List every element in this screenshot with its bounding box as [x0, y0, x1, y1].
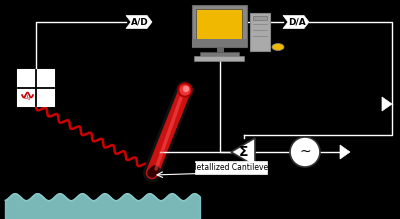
Bar	[18, 70, 54, 106]
Polygon shape	[382, 97, 392, 111]
Bar	[200, 52, 239, 56]
Circle shape	[290, 137, 320, 167]
Text: Σ: Σ	[239, 145, 249, 159]
Text: D/A: D/A	[288, 18, 306, 26]
Bar	[250, 13, 270, 51]
Bar	[192, 5, 247, 47]
Bar	[195, 161, 267, 173]
Polygon shape	[340, 145, 350, 159]
Ellipse shape	[272, 44, 284, 51]
Circle shape	[180, 85, 190, 95]
Polygon shape	[126, 16, 152, 28]
Text: ~: ~	[299, 145, 311, 159]
Polygon shape	[283, 16, 309, 28]
Polygon shape	[231, 138, 255, 166]
Circle shape	[184, 87, 188, 92]
Circle shape	[178, 83, 192, 97]
Bar	[253, 16, 267, 20]
Bar	[194, 56, 244, 61]
Bar	[196, 9, 242, 41]
Bar	[192, 39, 247, 47]
Text: Metallized Cantilever: Metallized Cantilever	[190, 162, 272, 171]
Text: $u_s$: $u_s$	[23, 93, 32, 102]
Text: A/D: A/D	[131, 18, 149, 26]
